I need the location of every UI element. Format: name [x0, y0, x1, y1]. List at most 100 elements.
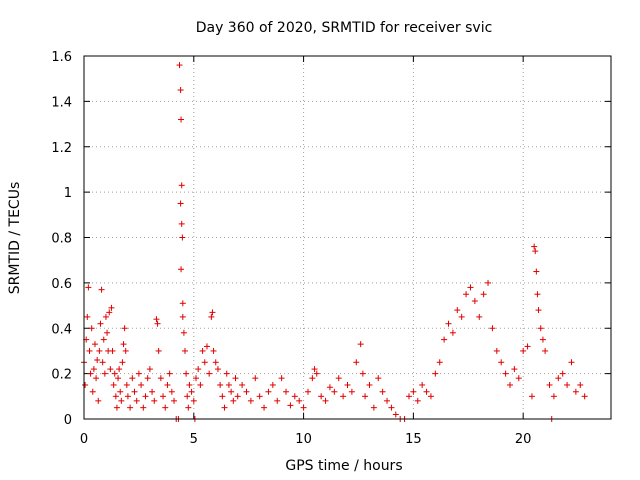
x-axis-title: GPS time / hours [285, 458, 402, 474]
data-point [449, 329, 456, 336]
data-point [117, 388, 124, 395]
data-point [524, 343, 531, 350]
data-point [107, 366, 114, 373]
data-point [177, 200, 184, 207]
data-point [234, 393, 241, 400]
data-point [162, 404, 169, 411]
x-tick-labels: 0 5 10 15 20 [80, 432, 532, 447]
data-point [471, 298, 478, 305]
data-point [86, 347, 93, 354]
data-point [96, 347, 103, 354]
data-point [183, 370, 190, 377]
data-point [344, 381, 351, 388]
data-point [463, 291, 470, 298]
data-point [110, 381, 117, 388]
data-point [192, 375, 199, 382]
data-point [88, 325, 95, 332]
data-point [127, 404, 134, 411]
data-point [247, 397, 254, 404]
data-point [534, 291, 541, 298]
data-point [91, 341, 98, 348]
data-point [348, 388, 355, 395]
data-point [532, 248, 539, 255]
data-point [84, 313, 91, 320]
data-point [441, 336, 448, 343]
data-point [414, 397, 421, 404]
data-point [155, 347, 162, 354]
data-point [120, 341, 127, 348]
data-point [85, 284, 92, 291]
y-tick-labels: 0 0.2 0.4 0.6 0.8 1 1.2 1.4 1.6 [51, 50, 72, 428]
data-point [149, 388, 156, 395]
data-point [480, 291, 487, 298]
data-point [239, 381, 246, 388]
data-point [104, 329, 111, 336]
data-point [531, 243, 538, 250]
data-point [190, 397, 197, 404]
data-point [135, 370, 142, 377]
data-point [90, 366, 97, 373]
data-point [133, 397, 140, 404]
data-point [353, 359, 360, 366]
data-point [419, 381, 426, 388]
data-point [533, 268, 540, 275]
data-point [410, 388, 417, 395]
data-point [89, 388, 96, 395]
data-point [581, 393, 588, 400]
data-point [111, 370, 118, 377]
data-point [87, 370, 94, 377]
data-point [160, 393, 167, 400]
data-point [188, 388, 195, 395]
data-point [506, 381, 513, 388]
data-points [81, 62, 588, 422]
data-point [94, 357, 101, 364]
data-point [146, 366, 153, 373]
data-point [489, 325, 496, 332]
x-tick-label: 0 [80, 432, 88, 447]
data-point [340, 393, 347, 400]
data-point [138, 381, 145, 388]
data-point [214, 366, 221, 373]
data-point [564, 381, 571, 388]
data-point [209, 309, 216, 316]
data-point [221, 404, 228, 411]
data-point [131, 388, 138, 395]
x-tick-label: 10 [295, 432, 312, 447]
data-point [113, 404, 120, 411]
data-point [219, 393, 226, 400]
data-point [278, 375, 285, 382]
data-point [176, 62, 183, 69]
data-point [476, 313, 483, 320]
data-point [555, 375, 562, 382]
data-point [106, 309, 113, 316]
data-point [384, 397, 391, 404]
data-point [208, 313, 215, 320]
data-point [550, 393, 557, 400]
data-point [432, 370, 439, 377]
data-point [115, 375, 122, 382]
data-point [99, 359, 106, 366]
y-tick-label: 0 [64, 413, 72, 428]
data-point [261, 404, 268, 411]
data-point [178, 266, 185, 273]
data-point [388, 404, 395, 411]
data-point [568, 359, 575, 366]
data-point [326, 384, 333, 391]
data-point [274, 397, 281, 404]
data-point [142, 393, 149, 400]
data-point [195, 366, 202, 373]
chart-title: Day 360 of 2020, SRMTID for receiver svi… [196, 20, 493, 36]
data-point [559, 370, 566, 377]
data-point [102, 313, 109, 320]
data-point [291, 393, 298, 400]
data-point [511, 366, 518, 373]
y-tick-label: 1 [64, 186, 72, 201]
data-point [243, 388, 250, 395]
data-point [122, 347, 129, 354]
data-point [232, 375, 239, 382]
data-point [331, 388, 338, 395]
data-point [154, 320, 161, 327]
data-point [528, 393, 535, 400]
